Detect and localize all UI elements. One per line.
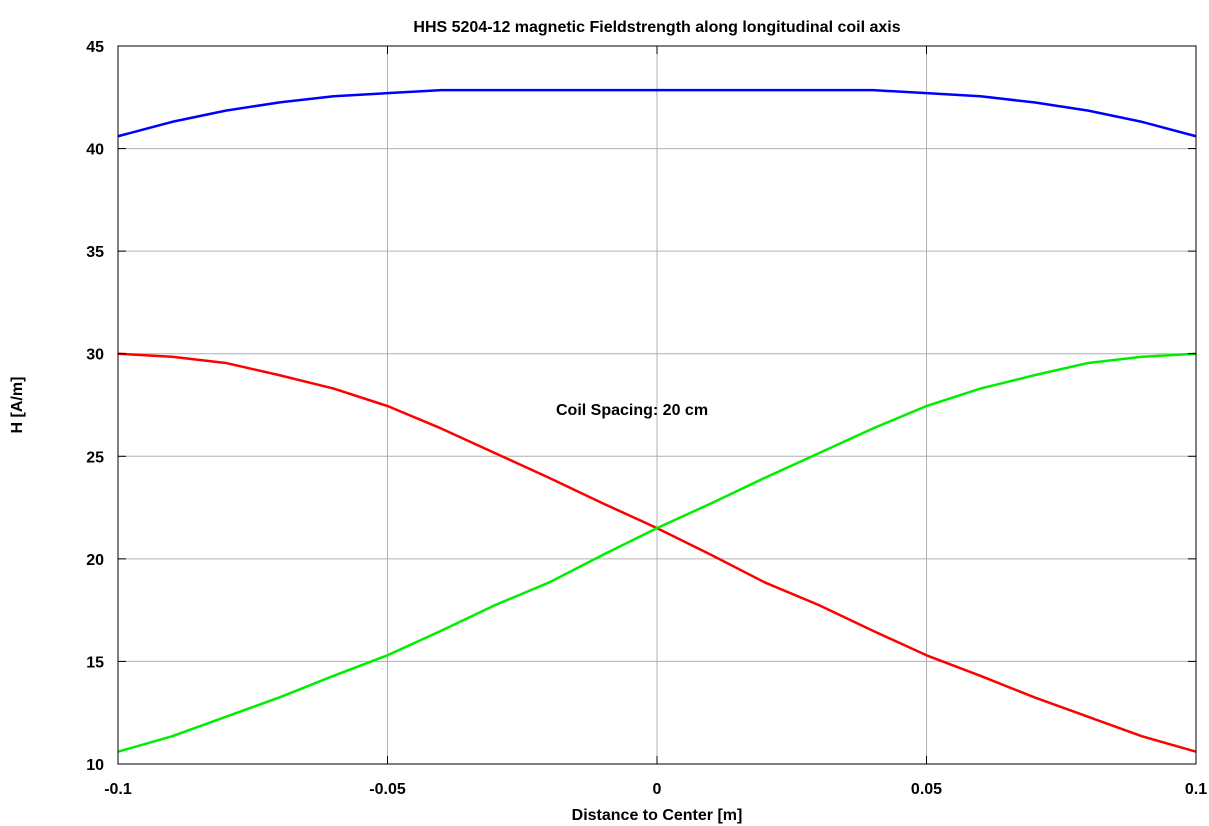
series-line-1 [117, 88, 1197, 138]
y-tick-label: 30 [86, 347, 104, 364]
x-tick-labels: -0.1 -0.05 0 0.05 0.1 [104, 781, 1207, 798]
x-tick-label: 0.05 [911, 781, 942, 798]
y-tick-label: 45 [86, 39, 104, 56]
x-tick-label: 0.1 [1185, 781, 1207, 798]
x-tick-label: 0 [653, 781, 662, 798]
y-tick-label: 35 [86, 244, 104, 261]
y-tick-labels: 10 15 20 25 30 35 40 45 [86, 39, 104, 774]
series-lines [117, 88, 1197, 753]
x-tick-label: -0.1 [104, 781, 132, 798]
x-axis-title: Distance to Center [m] [572, 807, 743, 824]
coil-spacing-annotation: Coil Spacing: 20 cm [556, 402, 708, 419]
y-tick-label: 40 [86, 142, 104, 159]
y-axis-title: H [A/m] [9, 377, 26, 434]
y-tick-label: 20 [86, 552, 104, 569]
x-tick-label: -0.05 [369, 781, 406, 798]
tick-marks [117, 45, 1197, 765]
y-tick-label: 25 [86, 449, 104, 466]
y-tick-label: 10 [86, 757, 104, 774]
y-tick-label: 15 [86, 654, 104, 671]
series-line-3 [117, 352, 1197, 753]
chart-title: HHS 5204-12 magnetic Fieldstrength along… [413, 19, 900, 36]
